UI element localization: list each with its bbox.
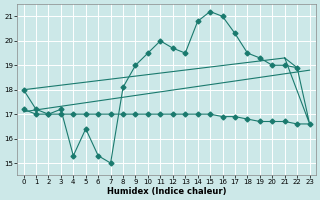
X-axis label: Humidex (Indice chaleur): Humidex (Indice chaleur) <box>107 187 226 196</box>
